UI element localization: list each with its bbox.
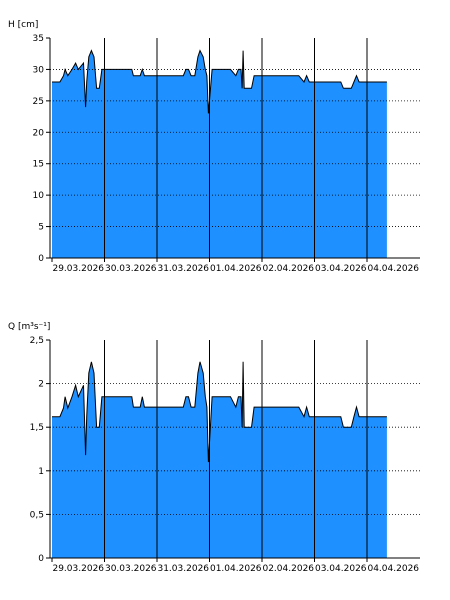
x-tick-label: 02.04.2026	[262, 564, 314, 574]
x-tick-label: 03.04.2026	[315, 564, 367, 574]
x-tick-label: 01.04.2026	[210, 264, 262, 274]
series-line	[52, 361, 387, 463]
x-tick-label: 04.04.2026	[367, 264, 419, 274]
x-tick-label: 30.03.2026	[105, 564, 157, 574]
y-tick-label: 1	[38, 467, 44, 477]
x-tick-label: 03.04.2026	[315, 264, 367, 274]
x-tick-label: 29.03.2026	[52, 264, 104, 274]
y-tick-label: 30	[33, 65, 45, 75]
chart-panel-discharge: 0 0,5 1 1,5 2 2,5 29.03.2026 30.03.2026 31.03.20…	[8, 322, 420, 574]
y-tick-label: 25	[33, 97, 44, 107]
y-tick-label: 35	[33, 34, 44, 44]
x-tick-label: 31.03.2026	[157, 264, 209, 274]
chart-panel-water-level: 0 5 10 15 20 25 30 35 29.03.2026 30.03.2026 31.03.…	[8, 20, 420, 274]
y-axis-label: H [cm]	[8, 20, 38, 30]
y-axis-label: Q [m³s⁻¹]	[8, 322, 50, 332]
y-tick-label: 1,5	[30, 423, 44, 433]
x-tick-label: 04.04.2026	[367, 564, 419, 574]
x-tick-label: 29.03.2026	[52, 564, 104, 574]
y-tick-label: 0,5	[30, 510, 44, 520]
series-area	[52, 361, 387, 558]
y-tick-label: 2,5	[30, 336, 44, 346]
series-line	[52, 49, 387, 114]
y-tick-label: 15	[33, 160, 44, 170]
y-tick-label: 0	[38, 554, 44, 564]
x-tick-label: 02.04.2026	[262, 264, 314, 274]
y-tick-label: 20	[33, 128, 45, 138]
series-area	[52, 50, 387, 258]
y-tick-label: 2	[38, 380, 44, 390]
x-tick-label: 30.03.2026	[105, 264, 157, 274]
x-tick-label: 31.03.2026	[157, 564, 209, 574]
y-tick-label: 0	[38, 254, 44, 264]
x-tick-label: 01.04.2026	[210, 564, 262, 574]
y-tick-label: 5	[38, 223, 44, 233]
y-tick-label: 10	[33, 191, 45, 201]
